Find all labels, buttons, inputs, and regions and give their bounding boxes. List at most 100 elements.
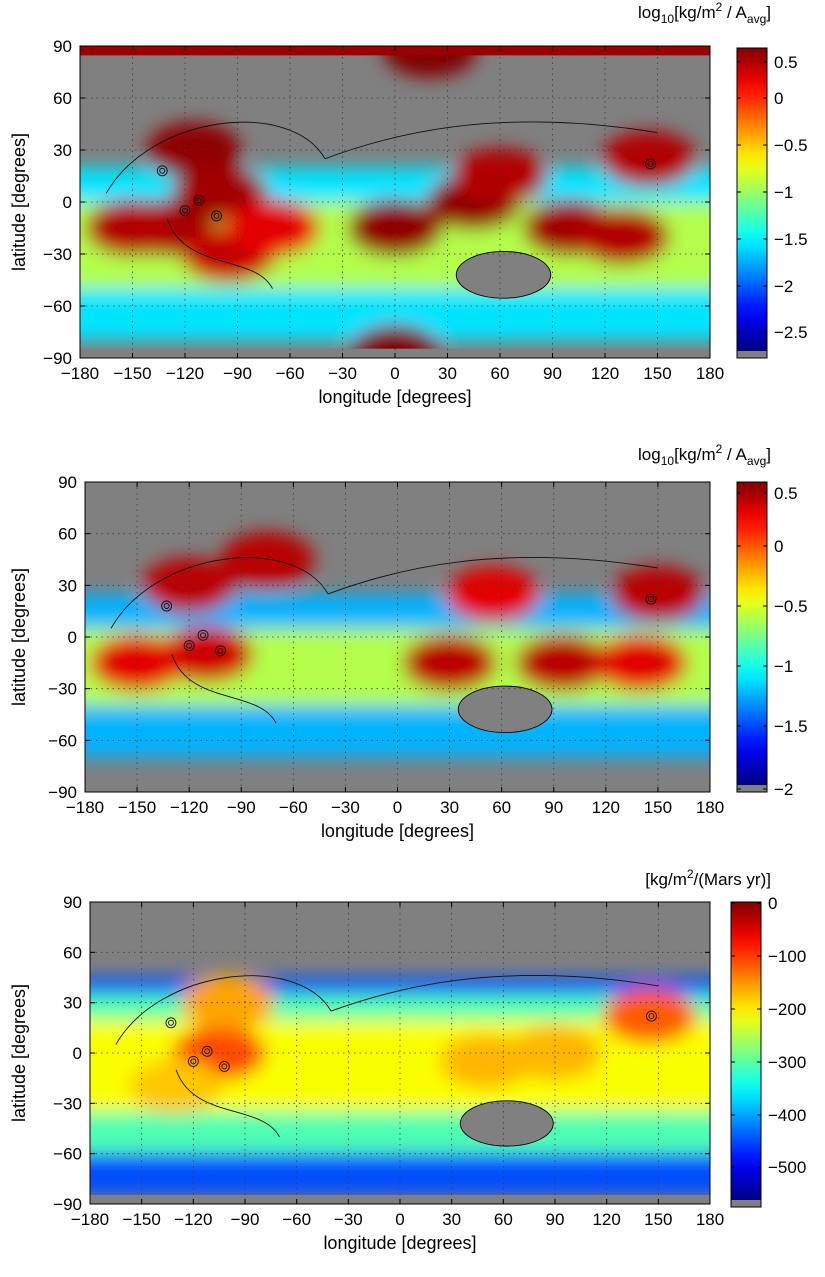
high-region (593, 634, 688, 691)
x-tick-label: 180 (696, 1210, 724, 1229)
x-tick-label: 30 (440, 798, 459, 817)
y-axis-label: latitude [degrees] (9, 568, 29, 706)
x-tick-label: −120 (166, 364, 204, 383)
high-region (611, 566, 705, 622)
y-tick-label: −60 (48, 731, 77, 750)
colorbar-tick-label: 0.5 (774, 53, 798, 72)
chart-panel-top: −180 −150 −120 −90 −60 −30 0 30 60 90 120 150 180 90 6… (9, 0, 808, 407)
x-tick-label: −30 (331, 798, 360, 817)
x-tick-label: −120 (174, 1210, 212, 1229)
x-tick-label: −60 (282, 1210, 311, 1229)
x-tick-label: −90 (223, 364, 252, 383)
x-tick-label: 0 (390, 364, 399, 383)
colorbar-tick-label: −500 (768, 1158, 806, 1177)
high-region (402, 634, 497, 691)
x-tick-label: −30 (328, 364, 357, 383)
chart-panel-middle: −180 −150 −120 −90 −60 −30 0 30 60 90 120 150 180 90 6… (9, 442, 808, 841)
y-tick-label: 0 (68, 628, 77, 647)
colorbar-tick-label: −2 (774, 780, 793, 799)
x-tick-label: 150 (644, 1210, 672, 1229)
x-tick-label: 30 (442, 1210, 461, 1229)
high-region (575, 208, 670, 265)
x-tick-label: 180 (696, 364, 724, 383)
colorbar-tick-label: 0 (768, 894, 777, 913)
x-tick-label: −180 (61, 364, 99, 383)
x-tick-label: 0 (393, 798, 402, 817)
x-tick-label: −150 (118, 798, 156, 817)
high-region (129, 1059, 223, 1114)
colorbar-tick-label: −100 (768, 947, 806, 966)
x-tick-label: −90 (227, 798, 256, 817)
y-tick-label: −90 (48, 783, 77, 802)
colorbar-title: [kg/m2/(Mars yr)] (645, 867, 771, 889)
colorbar-tick-label: −1 (774, 657, 793, 676)
colorbar: 0 −100 −200 −300 −400 −500 [kg/m2/(Mars yr)] (645, 867, 806, 1208)
y-tick-label: 60 (63, 943, 82, 962)
high-region (146, 121, 241, 179)
x-axis-label: longitude [degrees] (323, 1233, 476, 1253)
colorbar-tick-label: 0 (774, 89, 783, 108)
x-tick-label: 120 (591, 364, 619, 383)
colorbar: 0.5 0 −0.5 −1 −1.5 −2 −2.5 log10[kg/m2 / Aavg] (638, 0, 808, 359)
y-tick-label: 60 (58, 525, 77, 544)
x-tick-label: −150 (113, 364, 151, 383)
colorbar-tick-label: −0.5 (774, 597, 808, 616)
colorbar-title: log10[kg/m2 / Aavg] (638, 442, 771, 468)
colorbar-tick-label: 0.5 (774, 484, 798, 503)
y-tick-label: 30 (63, 994, 82, 1013)
hellas-basin (460, 1100, 554, 1147)
x-tick-label: 180 (696, 798, 724, 817)
y-tick-label: 0 (73, 1044, 82, 1063)
high-region (515, 634, 610, 691)
hellas-basin (456, 251, 551, 299)
x-tick-label: −30 (334, 1210, 363, 1229)
y-tick-label: 30 (53, 141, 72, 160)
y-tick-label: 0 (63, 193, 72, 212)
colorbar-tick-label: 0 (774, 537, 783, 556)
colorbar-tick-label: −1 (774, 183, 793, 202)
high-region (601, 130, 696, 187)
high-region (452, 147, 548, 205)
high-region (225, 199, 320, 257)
x-tick-label: 0 (395, 1210, 404, 1229)
colorbar: 0.5 0 −0.5 −1 −1.5 −2 log10[kg/m2 / Aavg] (638, 442, 808, 799)
x-tick-label: −150 (123, 1210, 161, 1229)
y-tick-label: −30 (43, 245, 72, 264)
x-tick-label: 120 (592, 798, 620, 817)
y-axis-label: latitude [degrees] (9, 133, 29, 271)
chart-panel-bottom: −180 −150 −120 −90 −60 −30 0 30 60 90 120 150 180906… (9, 867, 806, 1253)
y-tick-label: 90 (58, 473, 77, 492)
grid (80, 46, 710, 358)
x-tick-label: −180 (66, 798, 104, 817)
colorbar-tick-label: −300 (768, 1053, 806, 1072)
y-tick-label: 30 (58, 576, 77, 595)
x-tick-label: −180 (71, 1210, 109, 1229)
high-region (90, 634, 184, 691)
colorbar-title: log10[kg/m2 / Aavg] (638, 0, 771, 26)
high-region (142, 557, 237, 614)
hellas-basin (458, 686, 553, 733)
y-axis-label: latitude [degrees] (9, 984, 29, 1122)
y-tick-label: −90 (53, 1195, 82, 1214)
grid (90, 902, 710, 1204)
x-tick-label: 90 (546, 1210, 565, 1229)
x-tick-label: 60 (491, 364, 510, 383)
y-tick-label: −30 (48, 680, 77, 699)
x-tick-label: 60 (492, 798, 511, 817)
high-region (603, 988, 697, 1044)
x-tick-label: 30 (438, 364, 457, 383)
y-tick-label: −60 (53, 1145, 82, 1164)
colorbar-tick-label: −2 (774, 277, 793, 296)
x-tick-label: 150 (643, 364, 671, 383)
x-axis-label: longitude [degrees] (318, 387, 471, 407)
high-region (220, 531, 315, 588)
y-tick-label: −60 (43, 297, 72, 316)
x-tick-label: 90 (544, 798, 563, 817)
y-tick-label: −90 (43, 349, 72, 368)
colorbar-tick-label: −1.5 (774, 230, 808, 249)
x-tick-label: −60 (276, 364, 305, 383)
x-tick-label: 90 (543, 364, 562, 383)
x-tick-label: 120 (592, 1210, 620, 1229)
colorbar-tick-label: −1.5 (774, 717, 808, 736)
